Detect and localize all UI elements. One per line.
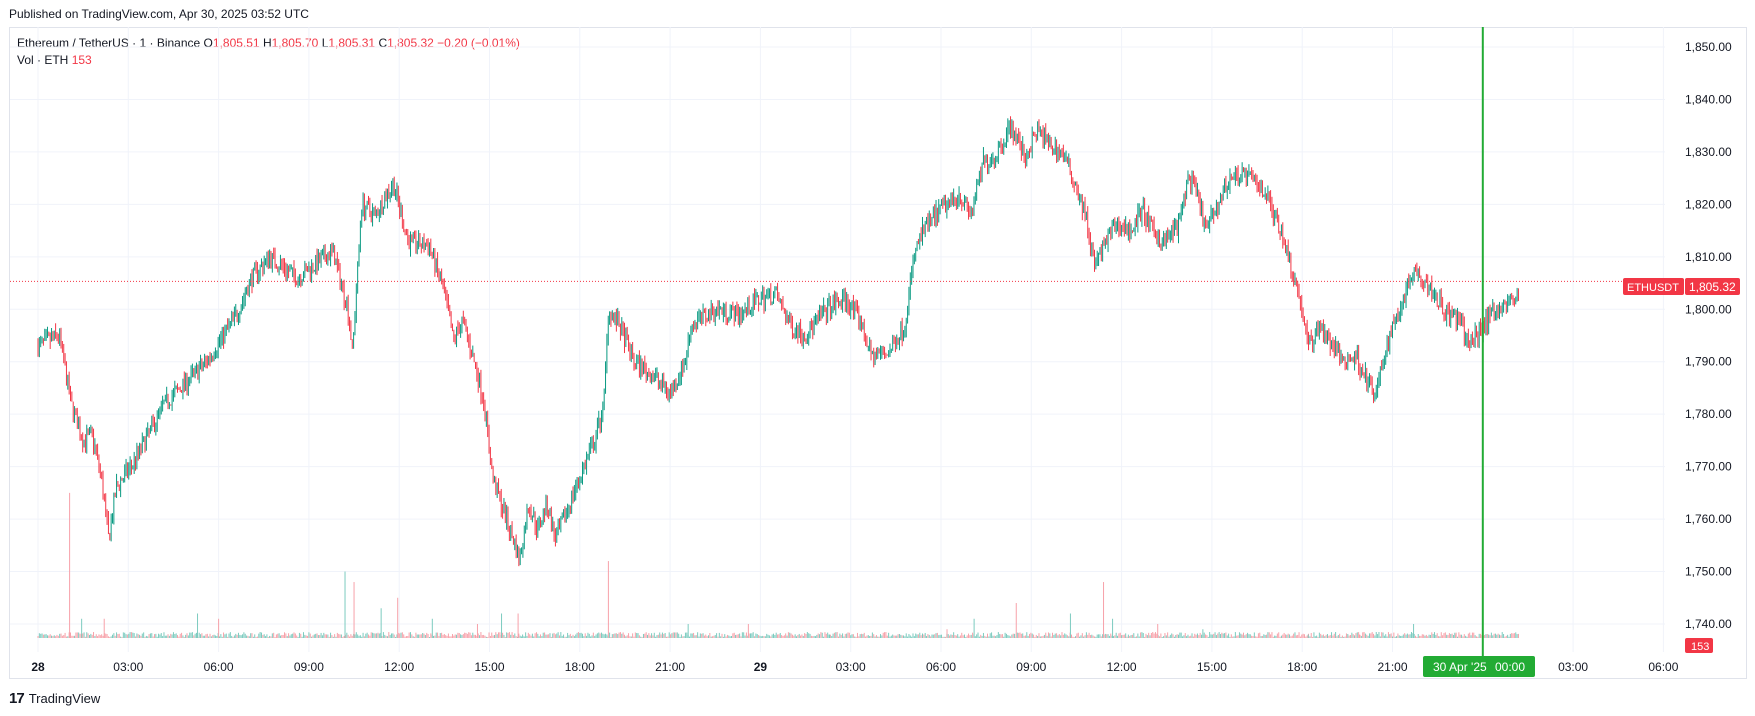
tradingview-logo-icon[interactable]: 17 bbox=[9, 690, 25, 707]
high-value: 1,805.70 bbox=[271, 36, 319, 50]
chart-frame bbox=[9, 27, 1747, 679]
close-value: 1,805.32 bbox=[387, 36, 434, 50]
chart-legend: Ethereum / TetherUS · 1 · Binance O1,805… bbox=[17, 35, 520, 69]
low-label: L bbox=[321, 36, 329, 50]
footer: 17 TradingView bbox=[9, 690, 100, 707]
volume-label[interactable]: Vol · ETH bbox=[17, 53, 69, 67]
footer-brand[interactable]: TradingView bbox=[28, 691, 101, 706]
low-value: 1,805.31 bbox=[328, 36, 376, 50]
open-value: 1,805.51 bbox=[212, 36, 260, 50]
change-value: −0.20 (−0.01%) bbox=[437, 36, 520, 50]
ohlc-row: Ethereum / TetherUS · 1 · Binance O1,805… bbox=[17, 35, 520, 52]
volume-value: 153 bbox=[71, 53, 92, 67]
close-label: C bbox=[378, 36, 388, 50]
published-caption: Published on TradingView.com, Apr 30, 20… bbox=[9, 7, 309, 21]
open-label: O bbox=[203, 36, 213, 50]
volume-row: Vol · ETH 153 bbox=[17, 52, 520, 69]
high-label: H bbox=[262, 36, 272, 50]
symbol-description[interactable]: Ethereum / TetherUS · 1 · Binance bbox=[17, 36, 201, 50]
